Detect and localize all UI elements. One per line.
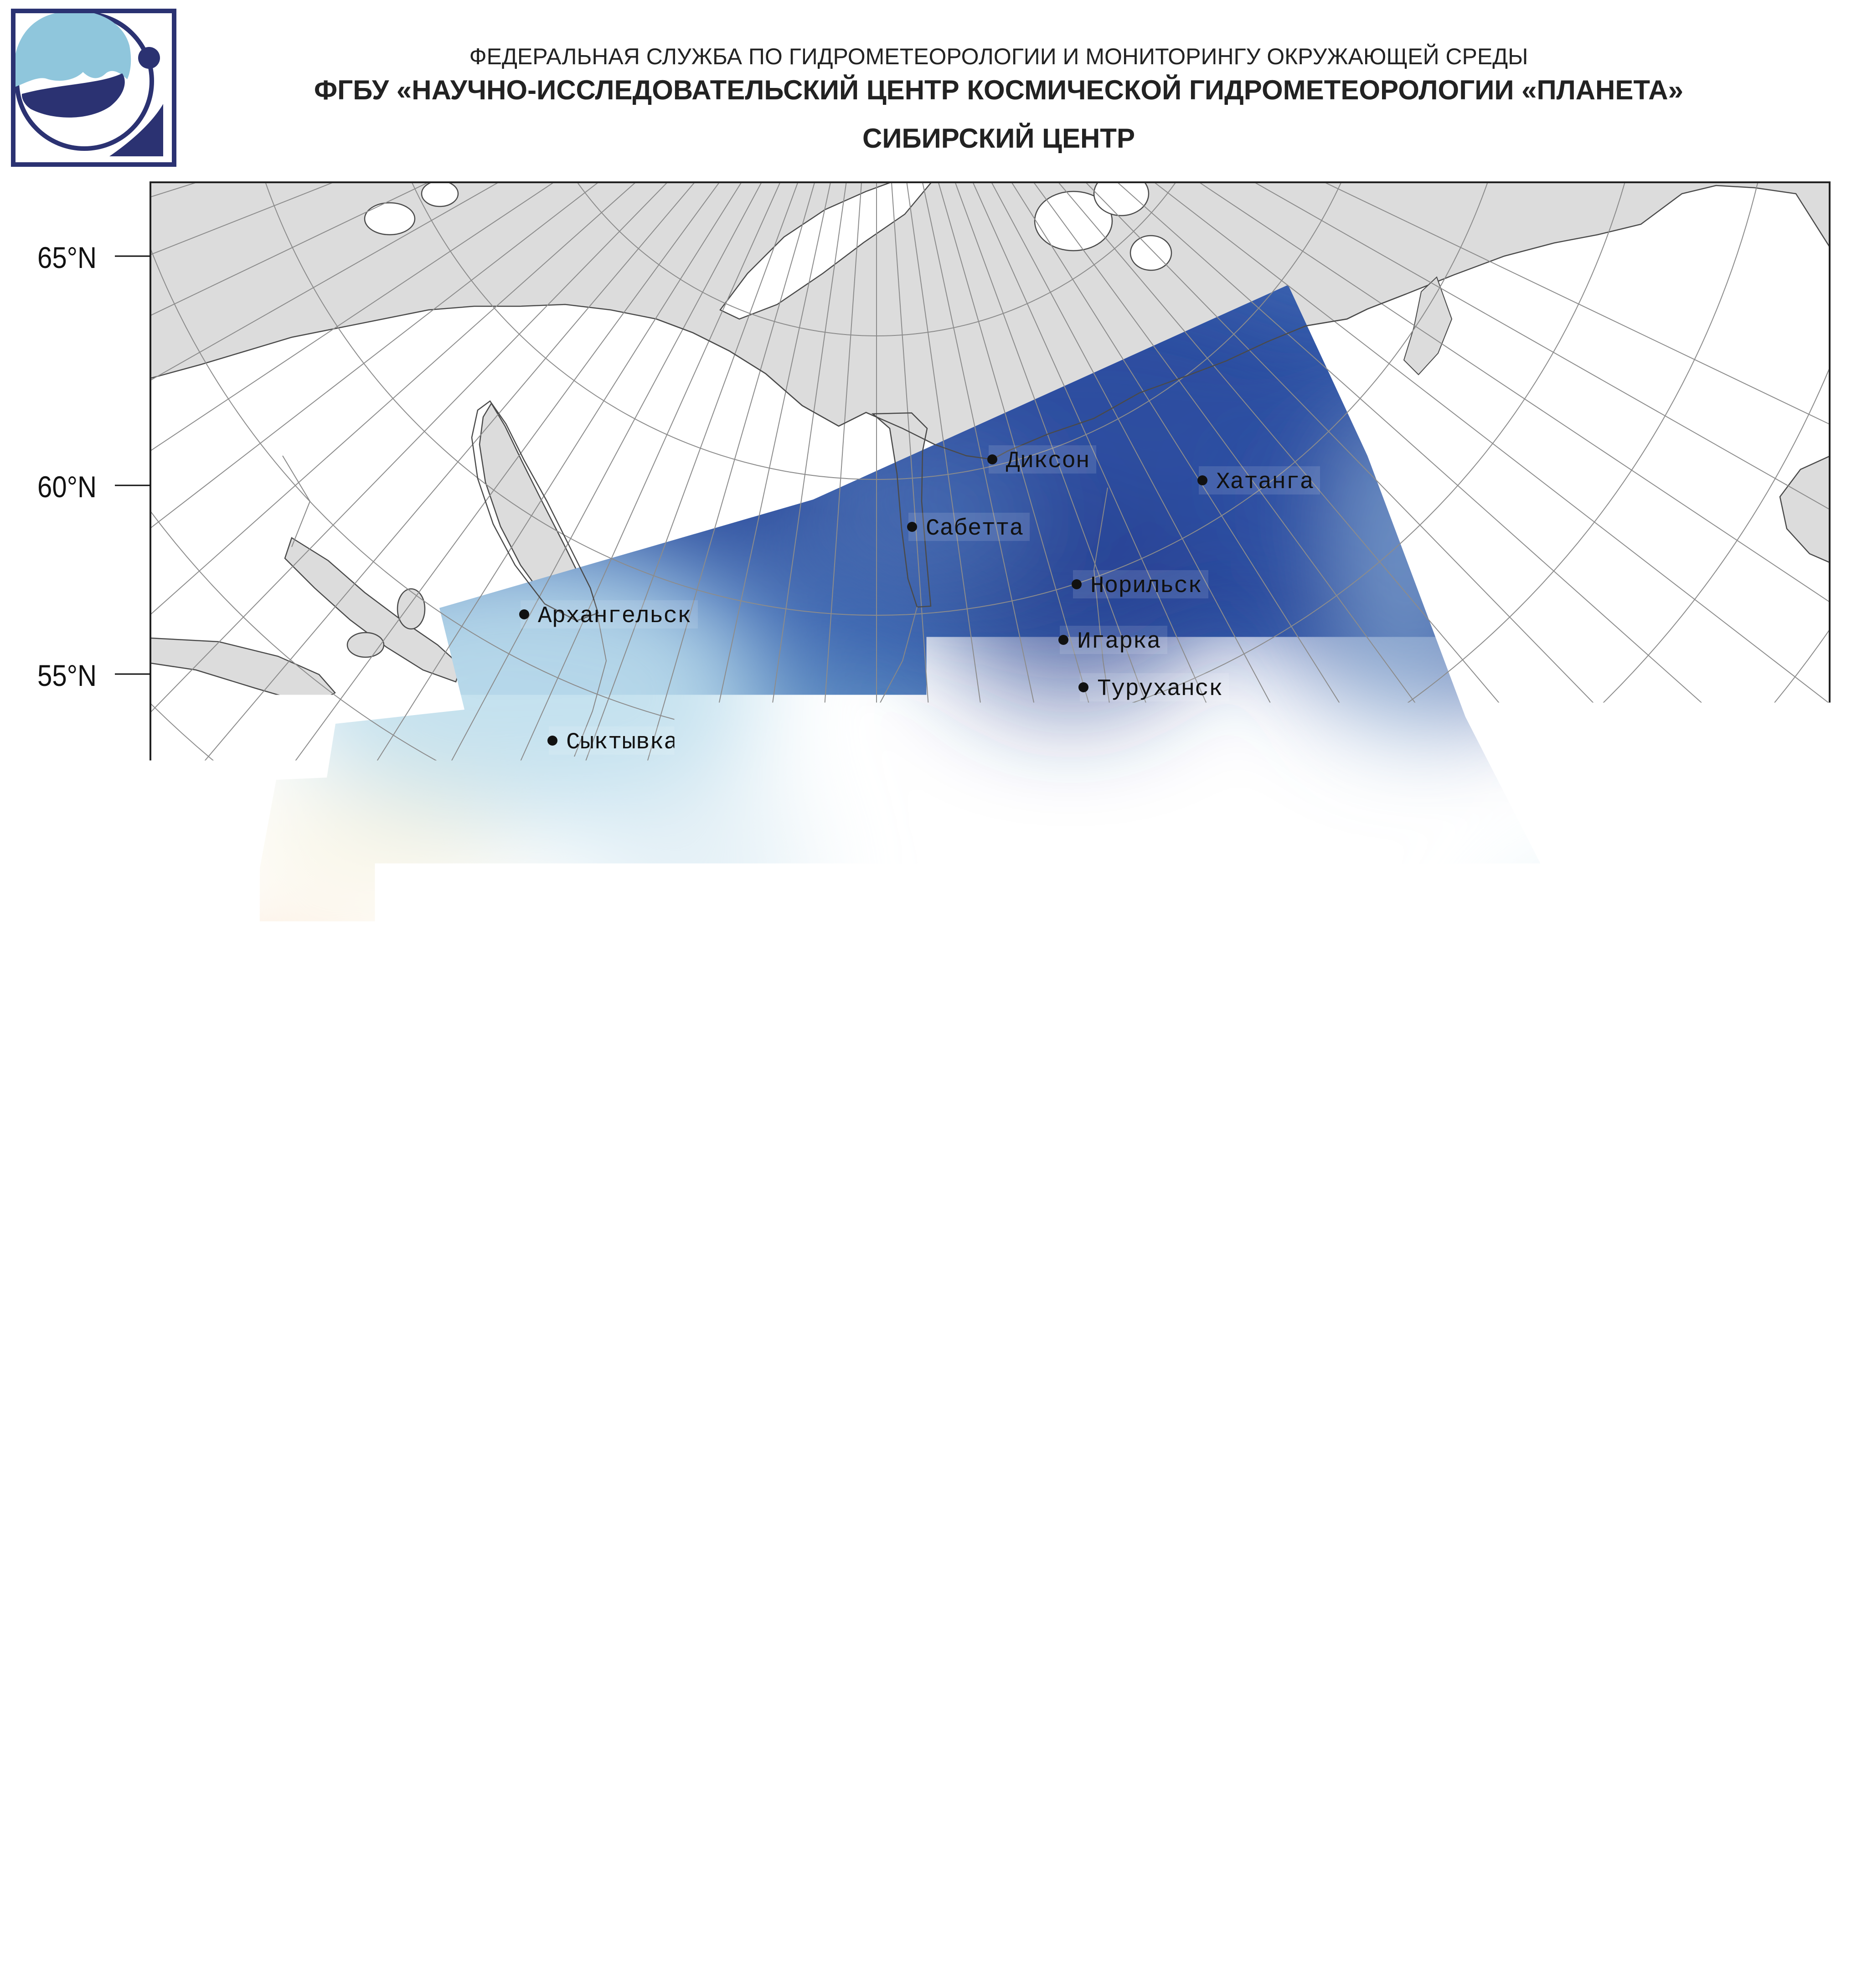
svg-text:Бишкек: Бишкек: [898, 1299, 982, 1325]
svg-text:18: 18: [1631, 1771, 1664, 1805]
svg-text:Поле температуры на уровне 850: Поле температуры на уровне 850 гПа, °С: [503, 1668, 1488, 1723]
svg-text:Абакан: Абакан: [1184, 1002, 1268, 1028]
svg-text:Душанбе: Душанбе: [773, 1398, 870, 1424]
svg-text:Омск: Омск: [901, 978, 957, 1004]
svg-text:Кызыл: Кызыл: [1238, 1049, 1308, 1075]
svg-text:Красноярск: Красноярск: [1191, 934, 1330, 960]
svg-text:С.Енисейск: С.Енисейск: [1181, 825, 1320, 851]
svg-text:Ашхабад: Ашхабад: [557, 1375, 655, 1401]
svg-text:Москва: Москва: [388, 800, 472, 826]
svg-text:Воронеж: Воронеж: [357, 906, 455, 932]
svg-text:2: 2: [1007, 1771, 1024, 1805]
svg-text:-9: -9: [587, 1771, 614, 1805]
svg-text:Ханты-Мансийск: Ханты-Мансийск: [857, 807, 1052, 833]
svg-text:Астана: Астана: [861, 1075, 944, 1101]
svg-text:Урумчи: Урумчи: [1148, 1270, 1232, 1296]
svg-text:Туруханск: Туруханск: [1097, 676, 1222, 702]
svg-text:9001: 9001: [1790, 1935, 1815, 1947]
svg-text:Хатанга: Хатанга: [1216, 469, 1314, 495]
svg-text:Ставрополь: Ставрополь: [321, 1083, 460, 1109]
svg-text:Пекин: Пекин: [1717, 1224, 1787, 1250]
svg-text:П.Тунгуска: П.Тунгуска: [1135, 793, 1274, 819]
svg-text:Чимбай: Чимбай: [619, 1252, 702, 1278]
svg-text:Ростов-на-Дону: Ростов-на-Дону: [309, 1014, 504, 1040]
svg-text:Сабетта: Сабетта: [926, 516, 1023, 542]
svg-text:30°N: 30°N: [37, 1469, 97, 1503]
svg-text:Архангельск: Архангельск: [538, 603, 691, 629]
svg-text:65°N: 65°N: [37, 241, 97, 274]
svg-text:Казань: Казань: [545, 874, 629, 900]
svg-text:-4: -4: [795, 1771, 822, 1805]
svg-text:Игарка: Игарка: [1077, 629, 1161, 655]
svg-text:Усть-Илимск: Усть-Илимск: [1328, 860, 1481, 886]
svg-text:50°N: 50°N: [37, 858, 97, 891]
svg-text:40°N: 40°N: [37, 1174, 97, 1207]
svg-text:35°N: 35°N: [37, 1328, 97, 1361]
svg-text:Атырау: Атырау: [508, 1104, 592, 1130]
svg-text:Сыктывкар: Сыктывкар: [566, 730, 691, 756]
svg-text:-20: -20: [160, 1771, 203, 1805]
svg-text:105°E: 105°E: [1520, 1570, 1594, 1604]
svg-text:7: 7: [1217, 1771, 1234, 1805]
svg-text:75°E: 75°E: [852, 1570, 912, 1604]
svg-text:Курган: Курган: [781, 944, 865, 970]
svg-text:55°N: 55°N: [37, 659, 97, 692]
svg-text:Чита: Чита: [1538, 952, 1594, 978]
svg-text:13: 13: [1420, 1771, 1454, 1805]
svg-text:Иркутск: Иркутск: [1395, 1002, 1493, 1028]
svg-text:Ванавара: Ванавара: [1304, 794, 1415, 820]
svg-text:Екатеринбург: Екатеринбург: [718, 896, 886, 922]
svg-text:Диксон: Диксон: [1006, 448, 1090, 474]
svg-text:Норильск: Норильск: [1090, 573, 1202, 599]
svg-text:60°E: 60°E: [514, 1570, 573, 1604]
svg-text:-15: -15: [366, 1771, 409, 1805]
svg-text:-2015: -2015: [1789, 1950, 1816, 1962]
svg-text:90°E: 90°E: [1179, 1570, 1238, 1604]
svg-text:Сивас: Сивас: [161, 1162, 231, 1188]
svg-text:Улан-Батор: Улан-Батор: [1471, 1093, 1611, 1119]
svg-text:60°N: 60°N: [37, 470, 97, 504]
svg-text:ИСО: ИСО: [1791, 1919, 1815, 1931]
svg-text:Тегеран: Тегеран: [397, 1385, 495, 1411]
svg-text:45°E: 45°E: [148, 1570, 207, 1604]
svg-text:45°N: 45°N: [37, 1023, 97, 1056]
